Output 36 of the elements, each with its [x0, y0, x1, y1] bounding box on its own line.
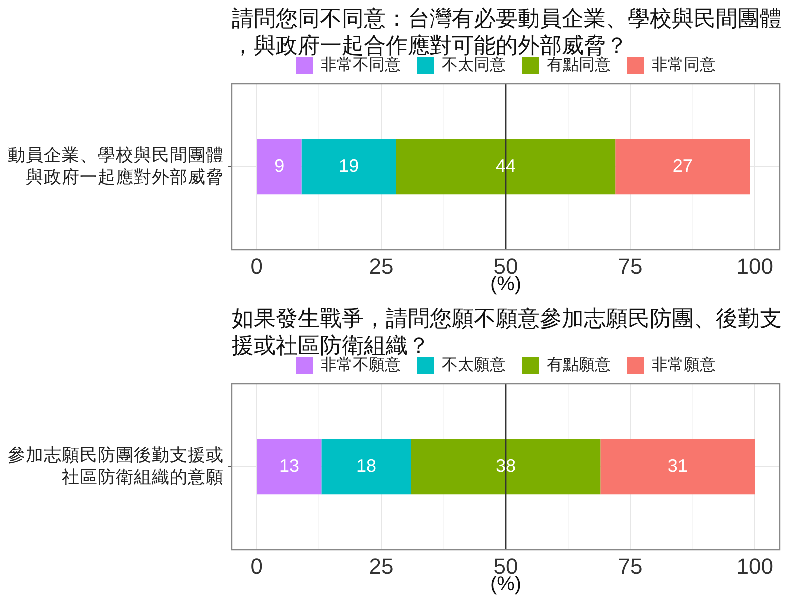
- bar: [411, 439, 601, 495]
- legend-label: 有點同意: [547, 56, 611, 74]
- x-tick-label: 100: [736, 254, 774, 280]
- data-label: 9: [274, 156, 285, 176]
- bar: [322, 439, 412, 495]
- bar: [600, 439, 756, 495]
- legend-label: 非常不願意: [321, 356, 401, 374]
- legend-label: 非常同意: [652, 56, 716, 74]
- legend-label: 非常不同意: [321, 56, 401, 74]
- data-label: 19: [339, 156, 360, 176]
- bar: [302, 139, 396, 195]
- data-label: 44: [496, 156, 516, 176]
- y-tick-label: 動員企業、學校與民間團體與政府一起應對外部威脅: [8, 144, 224, 187]
- legend-label: 有點願意: [547, 356, 611, 374]
- data-label: 38: [496, 456, 516, 476]
- data-label: 31: [668, 456, 688, 476]
- legend-label: 不太願意: [442, 356, 506, 374]
- bar: [616, 139, 750, 195]
- data-label: 18: [356, 456, 377, 476]
- x-tick-label: 0: [250, 554, 264, 580]
- x-tick-label: 100: [736, 554, 774, 580]
- legend-label: 不太同意: [442, 56, 506, 74]
- legend-label: 非常願意: [652, 356, 716, 374]
- x-tick-label: 25: [369, 554, 394, 580]
- bar: [257, 139, 302, 195]
- x-tick-label: 75: [618, 254, 643, 280]
- bar: [396, 139, 616, 195]
- y-tick-label: 參加志願民防團後勤支援或社區防衛組織的意願: [8, 444, 224, 487]
- data-label: 27: [672, 156, 693, 176]
- bar: [257, 439, 322, 495]
- x-tick-label: 75: [618, 554, 643, 580]
- x-tick-label: 0: [250, 254, 264, 280]
- x-tick-label: 25: [369, 254, 394, 280]
- chart-title: 如果發生戰爭，請問您願不願意參加志願民防團、後勤支援或社區防衛組織？: [232, 306, 782, 358]
- chart-title: 請問您同不同意：台灣有必要動員企業、學校與民間團體，與政府一起合作應對可能的外部威脅？: [232, 6, 782, 58]
- data-label: 13: [280, 456, 300, 476]
